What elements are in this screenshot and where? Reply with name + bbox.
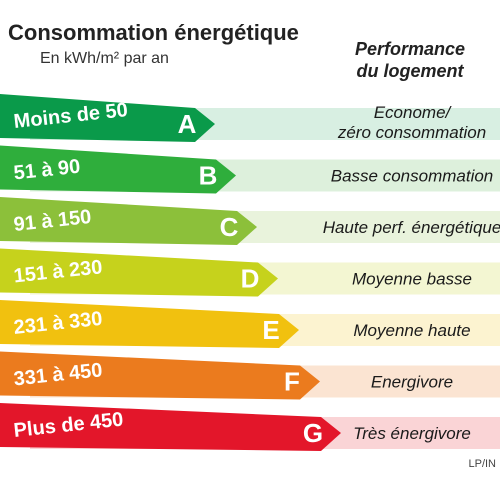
rating-letter: E [262,315,279,345]
rating-bar-f [0,351,320,400]
rating-bar-a [0,94,215,142]
image-credit: LP/IN [468,458,496,470]
rating-letter: C [220,212,239,242]
performance-label: Basse consommation [331,167,494,186]
rating-bar-e [0,300,299,348]
performance-label: Econome/ [374,103,453,122]
performance-heading: Performance du logement [330,38,490,82]
chart-title: Consommation énergétique [8,20,299,45]
performance-heading-line1: Performance [354,39,466,59]
performance-label: Energivore [371,373,453,392]
rating-letter: F [284,367,300,397]
performance-heading-line2: du logement [356,61,464,81]
performance-label: Haute perf. énergétique [323,218,500,237]
performance-label: Moyenne basse [352,270,472,289]
rating-letter: B [199,161,218,191]
performance-label: Moyenne haute [353,321,470,340]
rating-bar-c [0,197,257,245]
rating-letter: D [241,264,260,294]
rating-bar-b [0,145,236,194]
rating-bar-g [0,403,341,451]
chart-subtitle: En kWh/m² par an [40,50,169,67]
rating-bar-d [0,248,278,297]
performance-label: Très énergivore [353,424,471,443]
rating-letter: G [303,418,323,448]
performance-label: zéro consommation [337,123,486,142]
rating-letter: A [178,109,197,139]
